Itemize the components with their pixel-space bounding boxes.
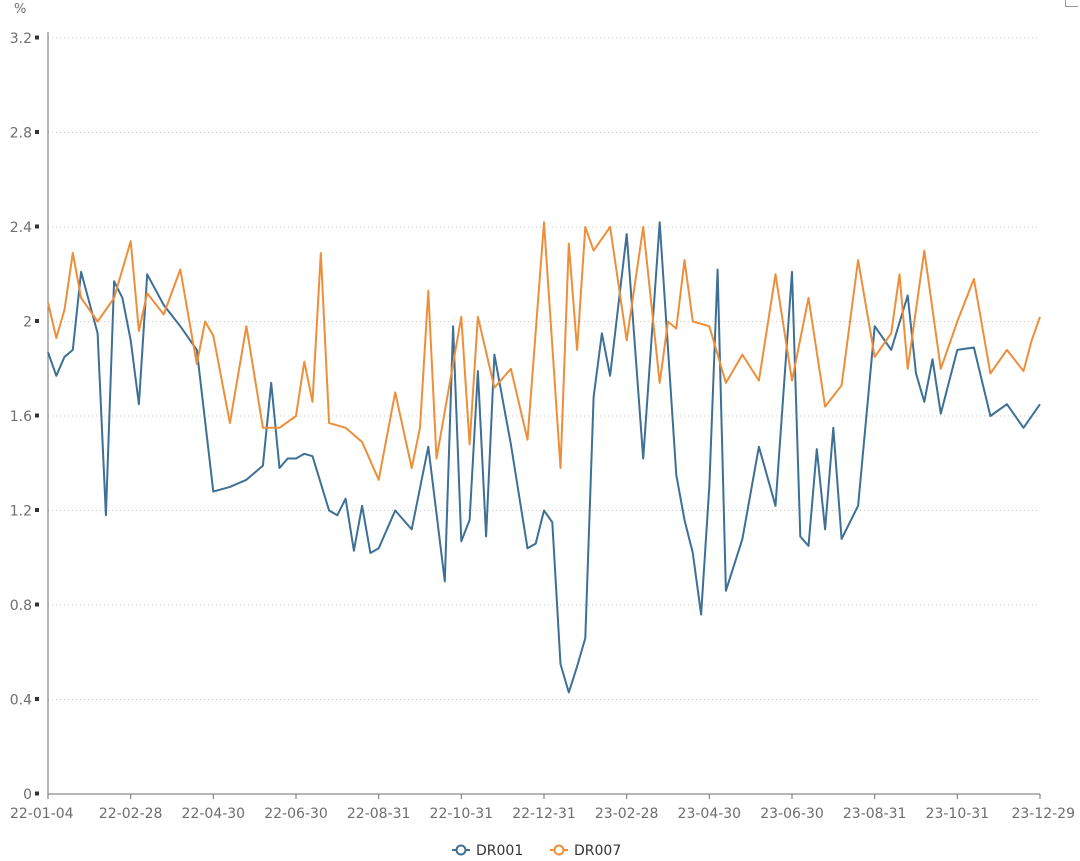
y-axis: % 0 0.4 0.8 1.2 1.6 2 2.4 2.8 3.2 bbox=[10, 2, 49, 803]
x-tick-label: 23-02-28 bbox=[595, 806, 659, 822]
legend[interactable]: DR001 DR007 bbox=[452, 843, 621, 859]
x-tick-label: 22-08-31 bbox=[347, 806, 411, 822]
x-tick-label: 22-04-30 bbox=[182, 806, 246, 822]
y-tick-mark bbox=[35, 508, 39, 512]
grid-lines bbox=[48, 37, 1040, 700]
series-layer bbox=[47, 221, 1041, 694]
y-tick-label: 2 bbox=[23, 315, 32, 331]
legend-label: DR001 bbox=[476, 843, 523, 859]
x-tick-label: 23-04-30 bbox=[678, 806, 742, 822]
x-tick-label: 22-01-04 bbox=[10, 806, 74, 822]
x-tick-label: 22-02-28 bbox=[99, 806, 163, 822]
x-axis: 22-01-04 22-02-28 22-04-30 22-06-30 22-08-31… bbox=[10, 793, 1075, 822]
x-tick-label: 22-06-30 bbox=[264, 806, 328, 822]
y-tick-mark bbox=[35, 602, 39, 607]
y-tick-label: 2.4 bbox=[10, 220, 32, 236]
x-tick-label: 22-10-31 bbox=[430, 806, 494, 822]
x-tick-label: 23-08-31 bbox=[843, 806, 907, 822]
y-tick-mark bbox=[35, 130, 39, 134]
y-tick-label: 0.4 bbox=[10, 693, 32, 709]
y-tick-label: 1.2 bbox=[10, 504, 32, 520]
y-tick-mark bbox=[35, 319, 39, 323]
legend-marker-icon bbox=[455, 844, 467, 856]
series-line-dr007[interactable] bbox=[47, 221, 1041, 481]
y-axis-unit-label: % bbox=[14, 2, 26, 17]
x-tick-label: 22-12-31 bbox=[512, 806, 576, 822]
x-tick-label: 23-12-29 bbox=[1011, 806, 1075, 822]
y-tick-label: 0.8 bbox=[10, 598, 32, 614]
legend-item-dr007[interactable]: DR007 bbox=[550, 843, 621, 859]
y-tick-label: 0 bbox=[23, 787, 32, 803]
y-tick-mark bbox=[35, 413, 39, 418]
series-line-dr001[interactable] bbox=[47, 221, 1041, 694]
y-tick-label: 1.6 bbox=[10, 409, 32, 425]
legend-label: DR007 bbox=[574, 843, 621, 859]
y-tick-label: 3.2 bbox=[10, 31, 32, 47]
x-tick-label: 23-10-31 bbox=[926, 806, 990, 822]
legend-item-dr001[interactable]: DR001 bbox=[452, 843, 523, 859]
y-tick-mark bbox=[35, 224, 39, 229]
y-tick-mark bbox=[35, 35, 39, 40]
y-tick-label: 2.8 bbox=[10, 126, 32, 142]
corner-mark bbox=[1065, 0, 1078, 7]
y-tick-mark bbox=[35, 697, 39, 701]
legend-marker-icon bbox=[553, 844, 565, 856]
x-tick-label: 23-06-30 bbox=[760, 806, 824, 822]
y-tick-mark bbox=[35, 791, 39, 796]
